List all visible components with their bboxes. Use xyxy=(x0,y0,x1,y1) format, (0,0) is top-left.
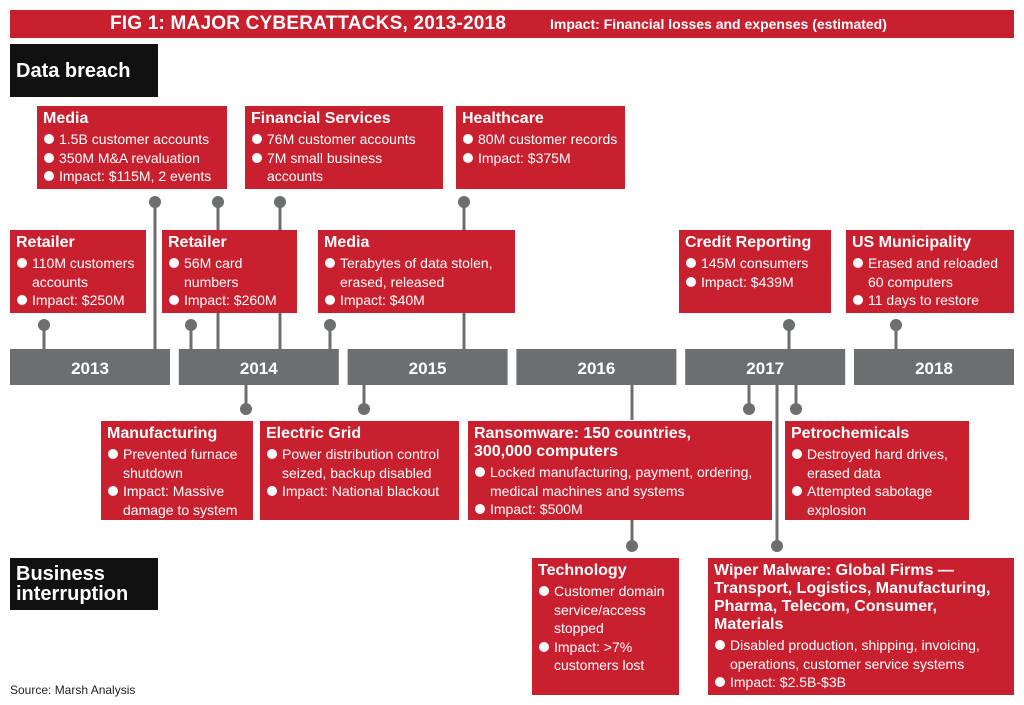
event-item: Disabled production, shipping, invoicing… xyxy=(714,636,1009,673)
event-title: Manufacturing xyxy=(107,425,218,442)
year-label-2014: 2014 xyxy=(240,359,278,378)
category-business-interruption: Business interruption xyxy=(10,558,158,610)
year-segment-2014 xyxy=(178,349,339,385)
event-box-breach: Retailer 56M card numbers Impact: $260M xyxy=(162,230,297,313)
event-box-business: Technology Customer domain service/acces… xyxy=(532,558,679,695)
event-item: 1.5B customer accounts xyxy=(43,130,222,149)
event-box-business: Ransomware: 150 countries, 300,000 compu… xyxy=(468,421,772,520)
figure-header: FIG 1: MAJOR CYBERATTACKS, 2013-2018 Imp… xyxy=(10,10,1014,38)
event-item: 7M small business accounts xyxy=(251,149,438,186)
event-item: 350M M&A revaluation xyxy=(43,149,222,168)
event-box-breach: Retailer 110M customers accounts Impact:… xyxy=(10,230,146,313)
event-item: Impact: $115M, 2 events xyxy=(43,167,222,186)
event-item: Erased and reloaded 60 computers xyxy=(852,254,1009,291)
event-box-business: Manufacturing Prevented furnace shutdown… xyxy=(101,421,253,520)
event-box-business: Petrochemicals Destroyed hard drives, er… xyxy=(785,421,969,520)
event-item: Impact: $250M xyxy=(16,291,141,310)
year-segment-2013 xyxy=(10,349,170,385)
event-title: Credit Reporting xyxy=(685,234,812,251)
event-item: Terabytes of data stolen, erased, releas… xyxy=(324,254,510,291)
event-title: Wiper Malware: Global Firms — Transport,… xyxy=(714,562,991,633)
event-item: Destroyed hard drives, erased data xyxy=(791,445,964,482)
event-item: Impact: $439M xyxy=(685,273,826,292)
source-note: Source: Marsh Analysis xyxy=(10,683,136,697)
event-title: Petrochemicals xyxy=(791,425,910,442)
event-item: 76M customer accounts xyxy=(251,130,438,149)
event-item: Customer domain service/access stopped xyxy=(538,582,674,638)
event-box-breach: Healthcare 80M customer records Impact: … xyxy=(456,106,625,189)
event-item: Attempted sabotage explosion xyxy=(791,482,964,519)
event-item: Impact: $375M xyxy=(462,149,620,168)
event-box-business: Electric Grid Power distribution control… xyxy=(260,421,459,520)
year-segment-2016 xyxy=(516,349,677,385)
event-title: Healthcare xyxy=(462,110,544,127)
year-label-2018: 2018 xyxy=(915,359,953,378)
figure-subtitle: Impact: Financial losses and expenses (e… xyxy=(550,16,887,32)
event-title: Media xyxy=(324,234,370,251)
year-segment-2015 xyxy=(347,349,508,385)
year-label-2013: 2013 xyxy=(71,359,109,378)
event-item: Power distribution control seized, backu… xyxy=(266,445,454,482)
event-title: Electric Grid xyxy=(266,425,362,442)
year-bars: 2013 2014 2015 2016 2017 2018 xyxy=(10,349,1014,385)
event-title: Retailer xyxy=(168,234,227,251)
event-item: 145M consumers xyxy=(685,254,826,273)
event-box-breach: Media 1.5B customer accounts 350M M&A re… xyxy=(37,106,227,189)
category-data-breach: Data breach xyxy=(10,44,158,97)
event-item: Prevented furnace shutdown xyxy=(107,445,248,482)
event-box-breach: US Municipality Erased and reloaded 60 c… xyxy=(846,230,1014,313)
event-item: Impact: Massive damage to system xyxy=(107,482,248,519)
event-item: 11 days to restore xyxy=(852,291,1009,310)
event-item: Impact: $2.5B-$3B xyxy=(714,673,1009,692)
event-title: Retailer xyxy=(16,234,75,251)
event-item: 110M customers accounts xyxy=(16,254,141,291)
event-title: Ransomware: 150 countries, 300,000 compu… xyxy=(474,425,691,460)
event-item: Impact: National blackout xyxy=(266,482,454,501)
event-item: Impact: $260M xyxy=(168,291,292,310)
event-item: 56M card numbers xyxy=(168,254,292,291)
year-label-2015: 2015 xyxy=(409,359,447,378)
event-title: Financial Services xyxy=(251,110,391,127)
event-item: Impact: >7% customers lost xyxy=(538,638,674,675)
event-title: Media xyxy=(43,110,89,127)
event-title: US Municipality xyxy=(852,234,972,251)
event-box-breach: Media Terabytes of data stolen, erased, … xyxy=(318,230,515,313)
event-box-business: Wiper Malware: Global Firms — Transport,… xyxy=(708,558,1014,695)
event-title: Technology xyxy=(538,562,627,579)
year-segment-2017 xyxy=(685,349,846,385)
year-segment-2018 xyxy=(854,349,1014,385)
year-label-2016: 2016 xyxy=(577,359,615,378)
event-item: Impact: $40M xyxy=(324,291,510,310)
event-box-breach: Credit Reporting 145M consumers Impact: … xyxy=(679,230,831,313)
connector-dots xyxy=(38,196,902,552)
event-box-breach: Financial Services 76M customer accounts… xyxy=(245,106,443,189)
event-item: Locked manufacturing, payment, ordering,… xyxy=(474,463,767,500)
event-item: 80M customer records xyxy=(462,130,620,149)
event-item: Impact: $500M xyxy=(474,500,767,519)
year-label-2017: 2017 xyxy=(746,359,784,378)
figure-title: FIG 1: MAJOR CYBERATTACKS, 2013-2018 xyxy=(110,13,507,34)
